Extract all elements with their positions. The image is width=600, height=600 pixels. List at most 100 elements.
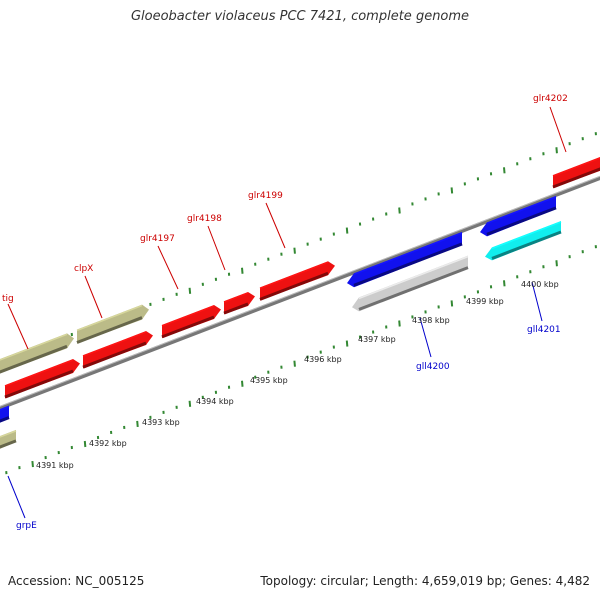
gene-feature-rev-blue-3 xyxy=(0,405,10,423)
feature-highlight xyxy=(552,157,600,177)
major-tick xyxy=(555,147,558,154)
gene-callout-clpX: clpX xyxy=(74,264,103,319)
feature-shadow xyxy=(353,242,463,287)
gene-feature-fwd-olive-2 xyxy=(76,304,149,344)
gene-callout-gll4201: gll4201 xyxy=(527,281,561,335)
major-tick xyxy=(188,400,192,407)
gene-label: glr4197 xyxy=(140,234,175,244)
callout-leader xyxy=(157,245,179,290)
major-tick xyxy=(450,300,454,307)
feature-shadow xyxy=(491,230,562,260)
feature-shadow xyxy=(358,266,469,311)
tick-label: 4398 kbp xyxy=(412,316,450,325)
feature-shadow xyxy=(4,369,74,399)
tick-label: 4395 kbp xyxy=(250,376,288,385)
gene-feature-fwd-red-2 xyxy=(82,331,153,369)
gene-label: gll4201 xyxy=(527,325,561,335)
callout-leader xyxy=(7,475,26,519)
major-tick xyxy=(241,380,244,387)
feature-body xyxy=(352,255,468,312)
feature-highlight xyxy=(76,304,143,332)
gene-label: glr4199 xyxy=(248,191,283,201)
feature-body xyxy=(77,304,149,344)
gene-feature-rev-blue-2 xyxy=(480,195,557,237)
feature-highlight xyxy=(353,232,463,276)
feature-highlight xyxy=(486,196,557,225)
gene-feature-fwd-olive-1 xyxy=(0,333,74,374)
feature-shadow xyxy=(259,271,329,301)
major-tick xyxy=(293,360,296,367)
backbone-line xyxy=(0,175,600,411)
feature-body xyxy=(0,333,74,374)
feature-body xyxy=(480,195,556,237)
feature-shadow xyxy=(76,316,143,344)
callout-leader xyxy=(7,303,29,350)
tick-label: 4397 kbp xyxy=(358,335,396,344)
tick-label: 4400 kbp xyxy=(521,280,559,289)
gene-callout-tig: tig xyxy=(2,294,29,350)
gene-callouts: tig clpX glr4197 glr4198 glr4199 glr4202 grpE g… xyxy=(2,94,568,531)
callout-leader xyxy=(265,202,286,249)
feature-highlight xyxy=(0,405,10,411)
gene-label: grpE xyxy=(16,521,37,531)
gene-feature-rev-olive-1 xyxy=(0,429,17,449)
tick-label: 4396 kbp xyxy=(304,355,342,364)
gene-feature-fwd-red-5 xyxy=(259,261,335,301)
gene-label: glr4202 xyxy=(533,94,568,104)
major-tick xyxy=(450,187,454,194)
feature-shadow xyxy=(0,344,68,374)
tick-label: 4399 kbp xyxy=(466,297,504,306)
gene-feature-rev-blue-1 xyxy=(347,231,463,288)
major-tick xyxy=(398,320,401,327)
major-tick xyxy=(503,167,506,174)
tick-marks xyxy=(5,132,597,475)
genome-backbone xyxy=(0,175,600,411)
gene-callout-glr4198: glr4198 xyxy=(187,214,226,271)
feature-body xyxy=(485,220,561,261)
tick-label: 4394 kbp xyxy=(196,397,234,406)
feature-highlight xyxy=(82,331,147,357)
major-tick xyxy=(31,460,34,468)
gene-callout-glr4197: glr4197 xyxy=(140,234,179,290)
tick-label: 4392 kbp xyxy=(89,439,127,448)
gene-feature-rev-gray-1 xyxy=(352,255,469,312)
major-tick xyxy=(555,260,558,267)
feature-shadow xyxy=(0,416,10,423)
gene-callout-grpE: grpE xyxy=(7,475,37,531)
feature-highlight xyxy=(0,333,68,361)
callout-leader xyxy=(531,281,543,322)
gene-feature-fwd-red-6 xyxy=(552,157,600,189)
feature-highlight xyxy=(0,430,17,438)
major-tick xyxy=(503,280,506,287)
feature-shadow xyxy=(161,315,215,339)
callout-leader xyxy=(419,317,432,358)
feature-shadow xyxy=(486,206,557,236)
major-tick xyxy=(136,420,139,428)
feature-highlight xyxy=(259,261,329,290)
feature-body xyxy=(553,157,600,189)
backbone-highlight xyxy=(0,175,600,407)
callout-leader xyxy=(207,225,226,271)
tick-label: 4391 kbp xyxy=(36,461,74,470)
gene-label: glr4198 xyxy=(187,214,222,224)
callout-leader xyxy=(84,275,103,319)
feature-highlight xyxy=(223,292,249,303)
feature-highlight xyxy=(491,221,562,250)
reverse-tick-row xyxy=(5,245,597,475)
feature-body xyxy=(347,231,462,288)
feature-shadow xyxy=(0,439,17,449)
feature-highlight xyxy=(358,255,469,300)
feature-highlight xyxy=(161,305,215,327)
major-tick xyxy=(398,207,401,214)
gene-label: clpX xyxy=(74,264,93,274)
gene-label: tig xyxy=(2,294,14,304)
genome-summary-text: Topology: circular; Length: 4,659,019 bp… xyxy=(260,574,590,588)
gene-callout-glr4202: glr4202 xyxy=(533,94,568,153)
gene-label: gll4200 xyxy=(416,362,450,372)
tick-labels: 4391 kbp 4392 kbp 4393 kbp 4394 kbp 4395 kbp… xyxy=(36,280,559,470)
gene-features xyxy=(0,157,600,449)
feature-shadow xyxy=(82,341,147,369)
gene-callout-gll4200: gll4200 xyxy=(416,317,450,372)
feature-shadow xyxy=(223,302,249,315)
